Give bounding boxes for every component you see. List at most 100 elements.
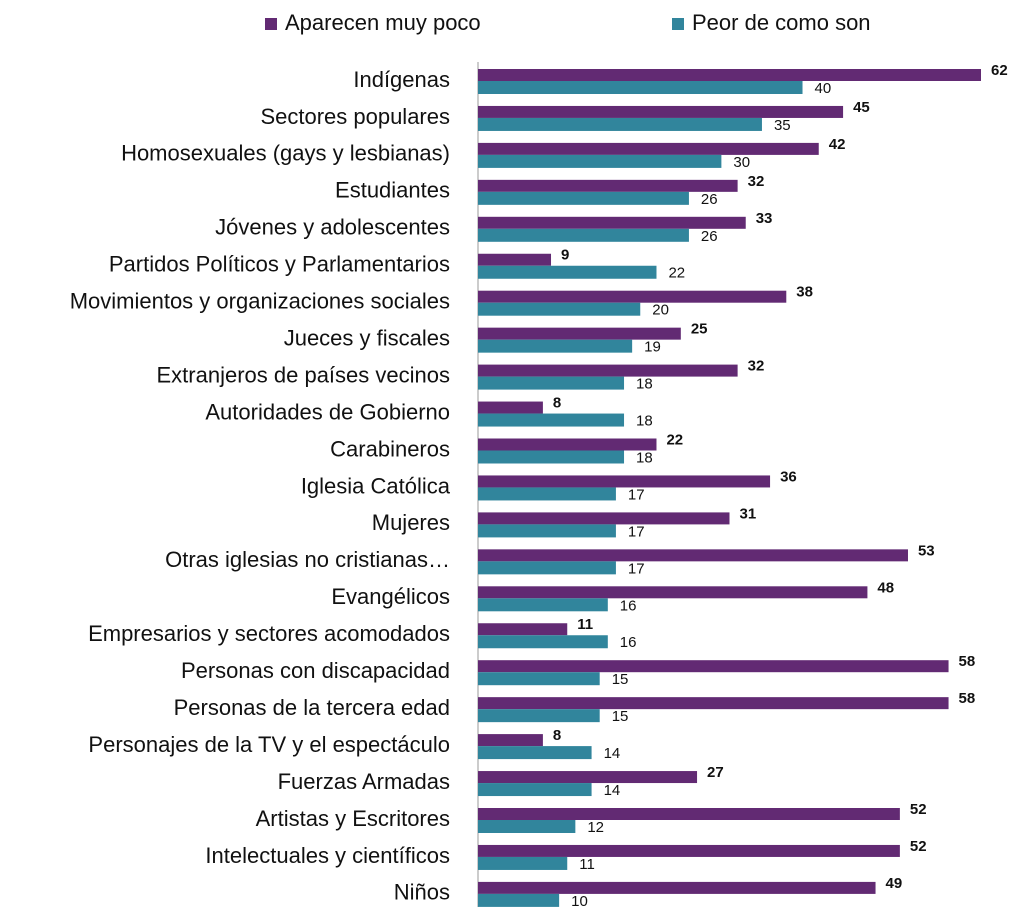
value-label: 15 <box>612 671 629 688</box>
category-label: Extranjeros de países vecinos <box>157 362 451 387</box>
value-label: 32 <box>748 173 765 190</box>
bar <box>478 105 844 118</box>
category-label: Indígenas <box>353 67 450 92</box>
bar <box>478 438 657 451</box>
category-label: Jueces y fiscales <box>284 325 450 350</box>
bar <box>478 376 625 390</box>
bar <box>478 228 689 242</box>
bar <box>478 771 698 784</box>
category-label: Personajes de la TV y el espectáculo <box>88 732 450 757</box>
value-label: 49 <box>886 875 903 892</box>
bar <box>478 265 657 279</box>
bar <box>478 709 600 723</box>
bar <box>478 893 560 907</box>
category-label: Movimientos y organizaciones sociales <box>70 289 450 314</box>
value-label: 42 <box>829 136 846 153</box>
value-label: 33 <box>756 210 773 227</box>
value-label: 14 <box>604 782 621 799</box>
value-label: 11 <box>579 856 595 873</box>
bar <box>478 81 803 94</box>
bar <box>478 117 762 131</box>
category-label: Intelectuales y científicos <box>205 843 450 868</box>
bar <box>478 598 608 612</box>
value-label: 25 <box>691 321 708 338</box>
bar <box>478 253 552 266</box>
value-label: 22 <box>668 265 685 282</box>
bar <box>478 783 592 797</box>
value-label: 32 <box>748 358 765 375</box>
value-label: 58 <box>959 653 976 670</box>
bar <box>478 191 689 205</box>
bar <box>478 142 819 155</box>
bar <box>478 820 576 833</box>
legend-label: Peor de como son <box>692 10 871 35</box>
value-label: 58 <box>959 690 976 707</box>
value-label: 35 <box>774 117 791 134</box>
value-label: 20 <box>652 302 669 319</box>
bar <box>478 450 625 464</box>
bar <box>478 290 787 303</box>
category-label: Evangélicos <box>331 584 450 609</box>
bar <box>478 401 543 414</box>
value-label: 26 <box>701 228 718 245</box>
value-label: 36 <box>780 468 797 485</box>
bar <box>478 561 616 575</box>
value-label: 9 <box>561 247 569 264</box>
bar <box>478 487 616 501</box>
category-label: Empresarios y sectores acomodados <box>88 621 450 646</box>
legend-swatch <box>265 18 277 30</box>
bar <box>478 586 868 599</box>
bar <box>478 856 568 870</box>
category-label: Autoridades de Gobierno <box>205 399 450 424</box>
value-label: 19 <box>644 339 661 356</box>
bar <box>478 327 681 340</box>
value-label: 8 <box>553 395 561 412</box>
value-label: 17 <box>628 523 645 540</box>
category-label: Jóvenes y adolescentes <box>215 215 450 240</box>
bar <box>478 697 949 710</box>
value-label: 31 <box>740 505 757 522</box>
value-label: 52 <box>910 838 927 855</box>
value-label: 18 <box>636 449 653 466</box>
value-label: 26 <box>701 191 718 208</box>
bar <box>478 844 900 857</box>
category-label: Personas con discapacidad <box>181 658 450 683</box>
value-label: 30 <box>733 154 750 171</box>
bar <box>478 524 616 538</box>
category-label: Niños <box>394 880 450 905</box>
legend-label: Aparecen muy poco <box>285 10 481 35</box>
category-label: Mujeres <box>372 510 450 535</box>
value-label: 62 <box>991 62 1008 79</box>
value-label: 40 <box>815 80 832 97</box>
value-label: 11 <box>577 616 593 633</box>
category-label: Otras iglesias no cristianas… <box>165 547 450 572</box>
value-label: 12 <box>587 819 604 836</box>
value-label: 10 <box>571 893 588 907</box>
bar <box>478 660 949 673</box>
bar <box>478 179 738 192</box>
value-label: 38 <box>796 284 813 301</box>
bar <box>478 734 543 747</box>
value-label: 17 <box>628 560 645 577</box>
bar <box>478 623 568 636</box>
value-label: 45 <box>853 99 870 116</box>
bar <box>478 881 876 894</box>
category-label: Iglesia Católica <box>301 473 451 498</box>
bar <box>478 746 592 760</box>
value-label: 18 <box>636 376 653 393</box>
bar <box>478 302 641 316</box>
category-label: Estudiantes <box>335 178 450 203</box>
value-label: 14 <box>604 745 621 762</box>
bar <box>478 364 738 377</box>
bar <box>478 339 633 353</box>
legend-swatch <box>672 18 684 30</box>
bar <box>478 69 981 81</box>
category-label: Personas de la tercera edad <box>174 695 450 720</box>
category-label: Carabineros <box>330 436 450 461</box>
bar <box>478 808 900 820</box>
value-label: 17 <box>628 486 645 503</box>
bar <box>478 154 722 168</box>
value-label: 16 <box>620 634 637 651</box>
category-label: Homosexuales (gays y lesbianas) <box>121 141 450 166</box>
